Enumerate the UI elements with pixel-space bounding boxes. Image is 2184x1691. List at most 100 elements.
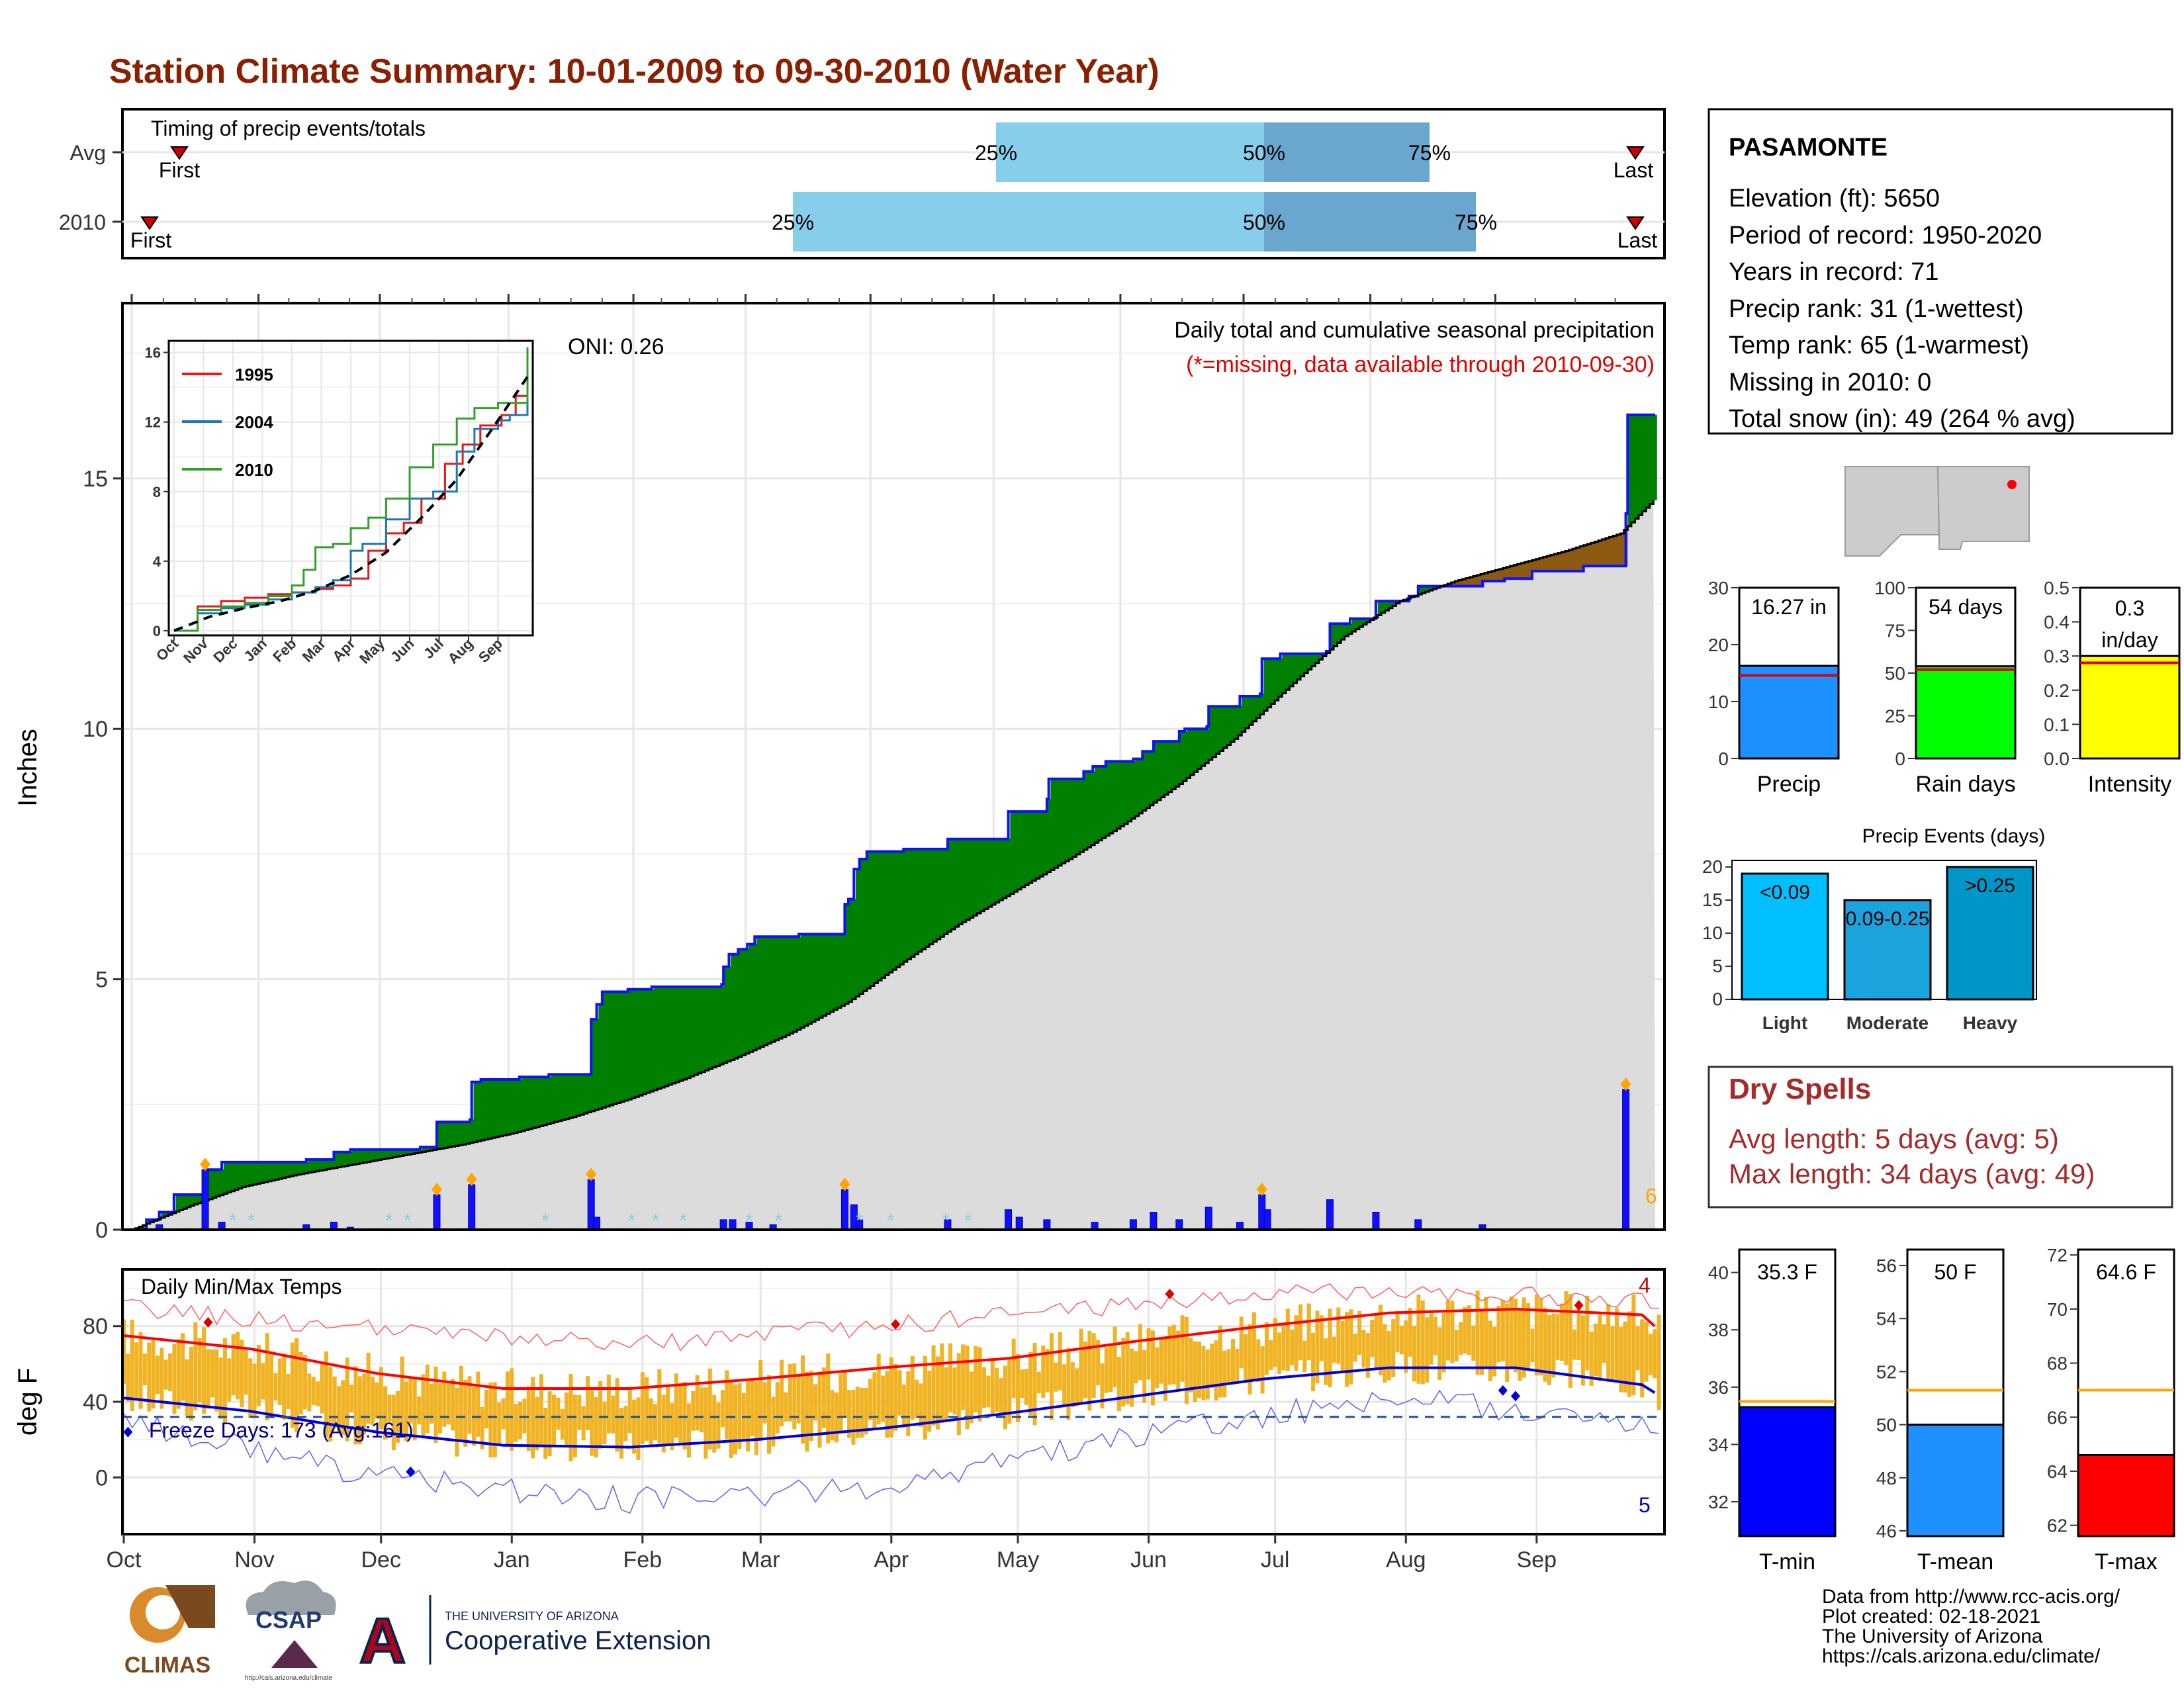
tmin-y-tick-label: 34	[1708, 1434, 1729, 1455]
intensity-y-tick-label: 0.1	[2044, 714, 2070, 735]
legend-label-2004: 2004	[235, 412, 273, 432]
daily-precip-bar	[201, 1169, 209, 1230]
ua-letter-icon: A	[359, 1606, 405, 1676]
credits: Data from http://www.rcc-acis.org/ Plot …	[1822, 1586, 2120, 1667]
temp-y-tick-label: 0	[95, 1465, 108, 1490]
snow-day-icon: *	[964, 1210, 972, 1232]
timing-title: Timing of precip events/totals	[151, 116, 426, 140]
station-precip-rank: Precip rank: 31 (1-wettest)	[1729, 295, 2024, 323]
timing-2010-q75: 75%	[1455, 210, 1497, 234]
tmean-value-bar	[1906, 1424, 2005, 1537]
credit-line-university: The University of Arizona	[1822, 1625, 2043, 1647]
precip-y-tick-label: 5	[95, 968, 108, 993]
intensity-value-unit: in/day	[2101, 628, 2158, 652]
precip-y-tick-label: 10	[1708, 692, 1729, 712]
precip-record-count: 6	[1645, 1184, 1657, 1208]
temp-x-tick-label: Feb	[623, 1547, 662, 1573]
precip-y-tick-label: 0	[1718, 749, 1729, 769]
snow-day-icon: *	[627, 1210, 635, 1232]
events-bar-range: 0.09-0.25	[1846, 908, 1930, 930]
credit-line-data: Data from http://www.rcc-acis.org/	[1822, 1586, 2120, 1608]
intensity-label: Intensity	[2088, 772, 2172, 797]
ua-logo: A THE UNIVERSITY OF ARIZONA Cooperative …	[358, 1595, 711, 1678]
tmin-value-bar	[1738, 1406, 1837, 1537]
credit-line-url: https://cals.arizona.edu/climate/	[1822, 1645, 2101, 1667]
temp-x-tick-label: Mar	[741, 1547, 780, 1573]
inset-y-tick-label: 0	[153, 623, 161, 639]
dry-spells-box: Dry Spells Avg length: 5 days (avg: 5) M…	[1707, 1066, 2173, 1209]
daily-precip-bar	[1150, 1212, 1158, 1230]
inset-line-2010	[174, 347, 529, 632]
inset-line-average	[173, 376, 529, 632]
events-y-tick-label: 0	[1712, 989, 1723, 1009]
tmean-y-tick-label: 52	[1876, 1361, 1897, 1382]
ua-extension: Cooperative Extension	[445, 1626, 711, 1655]
record-low-marker-icon	[1510, 1391, 1520, 1402]
daily-precip-bar	[1622, 1089, 1630, 1230]
timing-2010-q25: 25%	[772, 210, 814, 234]
intensity-y-tick-label: 0.3	[2044, 646, 2070, 666]
season-totals-charts: 0 10 20 30 Precip 16.27 in 0 25 50 75 100 Rain days…	[1708, 578, 2181, 797]
dry-spells-title: Dry Spells	[1729, 1073, 1871, 1105]
events-bar-light	[1741, 872, 1829, 1001]
precip-y-tick-label: 30	[1708, 578, 1729, 598]
snow-day-icon: *	[229, 1210, 237, 1232]
events-bar-range: <0.09	[1760, 882, 1810, 903]
average-cumulative-area	[132, 500, 1655, 1230]
temp-title: Daily Min/Max Temps	[141, 1275, 341, 1299]
record-daily-marker-icon	[1620, 1077, 1631, 1091]
daily-precip-bar	[1205, 1207, 1212, 1230]
events-y-tick-label: 15	[1702, 890, 1723, 910]
snow-day-icon: *	[942, 1210, 950, 1232]
raindays-y-tick-label: 100	[1874, 578, 1905, 598]
raindays-label: Rain days	[1915, 772, 2015, 797]
tmin-label: T-min	[1759, 1549, 1815, 1575]
climas-text: CLIMAS	[124, 1653, 210, 1678]
events-y-tick-label: 10	[1702, 923, 1723, 943]
station-snow: Total snow (in): 49 (264 % avg)	[1729, 405, 2075, 433]
timing-row-avg-label: Avg	[69, 141, 106, 165]
intensity-y-tick-label: 0.5	[2044, 578, 2070, 598]
snow-day-icon: *	[856, 1210, 864, 1232]
temp-x-tick-label: Nov	[234, 1547, 274, 1573]
inset-legend: 1995 2004 2010	[182, 365, 273, 480]
2010-first-marker-icon	[140, 216, 159, 230]
snow-day-icon: *	[652, 1210, 660, 1232]
2010-last-marker-icon	[1626, 216, 1645, 230]
raindays-value-text: 54 days	[1929, 595, 2003, 619]
temp-x-tick-label: Apr	[874, 1547, 909, 1573]
daily-precip-bar	[1263, 1209, 1271, 1230]
tmax-y-tick-label: 72	[2047, 1245, 2068, 1265]
record-low-marker-icon	[123, 1426, 133, 1438]
timing-row-2010-label: 2010	[59, 210, 106, 234]
average-min-line	[123, 1366, 1656, 1449]
record-low-line	[123, 1389, 1659, 1514]
daily-precip-bar	[433, 1194, 441, 1230]
inset-y-tick-label: 12	[145, 414, 161, 431]
temp-x-tick-label: Jan	[494, 1547, 530, 1573]
precip-events-chart: Precip Events (days) 0 5 10 15 20 <0.09 Light 0…	[1702, 825, 2046, 1033]
events-title: Precip Events (days)	[1862, 825, 2046, 847]
tmax-y-tick-label: 70	[2047, 1299, 2068, 1320]
temp-x-tick-label: May	[997, 1547, 1039, 1573]
record-low-marker-icon	[1498, 1385, 1508, 1396]
temp-y-tick-label: 80	[83, 1314, 108, 1340]
legend-label-2010: 2010	[235, 460, 273, 480]
tmin-y-tick-label: 36	[1708, 1377, 1729, 1398]
intensity-y-tick-label: 0.0	[2044, 749, 2070, 769]
daily-precip-bar	[1175, 1219, 1183, 1230]
precip-y-tick-label: 10	[83, 717, 108, 742]
record-high-marker-icon	[891, 1318, 901, 1330]
tmean-value-text: 50 F	[1934, 1260, 1976, 1284]
tmin-y-tick-label: 38	[1708, 1320, 1729, 1340]
tmax-y-tick-label: 68	[2047, 1353, 2068, 1374]
tmin-y-tick-label: 32	[1708, 1492, 1729, 1512]
inset-y-tick-label: 4	[153, 553, 161, 570]
record-daily-marker-icon	[839, 1177, 850, 1191]
intensity-value-bar	[2079, 655, 2181, 760]
record-daily-marker-icon	[431, 1183, 442, 1197]
inset-line-1995	[174, 382, 529, 632]
precip-y-tick-label: 0	[95, 1218, 108, 1243]
